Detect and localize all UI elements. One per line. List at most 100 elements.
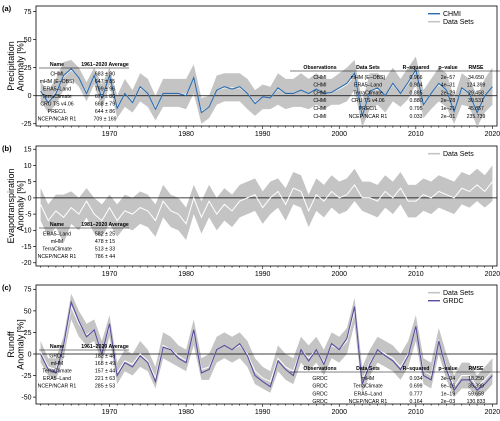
- y-tick-label: -15: [21, 244, 31, 251]
- right-table-cell: GRDC: [312, 399, 328, 405]
- y-tick-label: 50: [24, 308, 32, 315]
- data-sets-mean-line: [40, 181, 493, 225]
- right-table-cell: CHMI: [313, 114, 326, 120]
- left-table-cell: 582 ± 25: [95, 232, 115, 238]
- x-tick-label: 1990: [255, 131, 271, 138]
- left-table-cell: 478 ± 15: [95, 239, 115, 245]
- legend-label: GRDC: [443, 298, 464, 305]
- left-table-cell: ERA5–Land: [43, 232, 71, 238]
- left-table-cell: mHM: [51, 361, 63, 367]
- panel-1: -20 -15 -10 -5 0 5 10 15 1970 1980 1990 2000 2010 202…: [2, 144, 500, 278]
- right-table-cell: CHMI: [313, 90, 326, 96]
- right-table-cell: CHMI: [313, 75, 326, 81]
- left-table-header-0: Name: [50, 222, 64, 228]
- left-table-cell: CHMI: [50, 72, 63, 78]
- y-axis-label-line: Anomaly [%]: [16, 181, 26, 232]
- y-tick-label: -20: [21, 260, 31, 267]
- x-tick-label: 1970: [102, 409, 118, 416]
- x-tick-label: 2020: [485, 409, 500, 416]
- y-tick-label: 15: [24, 147, 32, 154]
- x-tick-label: 2010: [408, 131, 424, 138]
- x-tick-label: 2010: [408, 409, 424, 416]
- left-table-cell: 670 ± 80: [95, 94, 115, 100]
- x-tick-label: 2000: [331, 271, 347, 278]
- right-table-cell: ERA5–Land: [354, 83, 382, 89]
- x-tick-label: 1980: [178, 131, 194, 138]
- right-table-cell: CHMI: [313, 83, 326, 89]
- left-table-cell: mHM: [51, 239, 63, 245]
- left-table-cell: 668 ± 79: [95, 102, 115, 108]
- right-table-cell: 0.904: [410, 83, 423, 89]
- data-sets-band: [40, 293, 493, 398]
- right-table-cell: TerraClimate: [353, 384, 383, 390]
- legend: Data Sets: [428, 151, 474, 158]
- left-table-cell: CRU TS v4.06: [40, 102, 73, 108]
- left-table-cell: 157 ± 44: [95, 369, 115, 375]
- y-tick-label: -25: [21, 121, 31, 128]
- panel-label: (b): [2, 144, 12, 153]
- right-table-header-2: R–squared: [403, 366, 430, 372]
- right-table-cell: 124.399: [467, 83, 486, 89]
- right-table-cell: 0.966: [410, 75, 423, 81]
- right-table-cell: 0.033: [410, 114, 423, 120]
- x-tick-label: 2020: [485, 131, 500, 138]
- left-table-cell: 285 ± 53: [95, 384, 115, 390]
- x-tick-label: 1970: [102, 271, 118, 278]
- right-table-header-3: p–value: [438, 65, 457, 71]
- panel-2: -50 -25 0 25 50 75 1970 1980 1990 2000 2010 2020 (c)…: [2, 283, 500, 416]
- left-table-cell: 799 ± 96: [95, 87, 115, 93]
- data-sets-band: [40, 56, 493, 128]
- right-table-cell: NCEP/NCAR R1: [349, 399, 388, 405]
- y-tick-label: 75: [24, 9, 32, 16]
- left-table-cell: 221 ± 63: [95, 376, 115, 382]
- right-table-cell: NCEP/NCAR R1: [349, 114, 388, 120]
- right-table-cell: 6e–16: [441, 384, 456, 390]
- right-table-cell: 45.857: [468, 106, 484, 112]
- right-table-cell: 0.885: [410, 90, 423, 96]
- right-table-cell: mHM (E–OBS): [351, 75, 386, 81]
- left-table-cell: 683 ± 90: [95, 72, 115, 78]
- left-table-cell: NCEP/NCAR R1: [38, 117, 77, 123]
- panel-label: (c): [2, 283, 12, 292]
- right-table-cell: CHMI: [313, 98, 326, 104]
- data-sets-band: [40, 165, 493, 244]
- right-table-header-4: RMSE: [469, 65, 485, 71]
- right-table-cell: 59.659: [468, 391, 484, 397]
- x-tick-label: 1980: [178, 271, 194, 278]
- panel-b-table: Name 1981–2020 Average ERA5–Land 582 ± 25 mH…: [38, 222, 129, 260]
- y-tick-label: -25: [21, 373, 31, 380]
- right-table-cell: CHMI: [313, 106, 326, 112]
- left-table-header-1: 1981–2020 Average: [81, 222, 129, 228]
- y-tick-label: 50: [24, 37, 32, 44]
- right-table-cell: 1e–21: [441, 106, 456, 112]
- right-table-header-0: Observations: [303, 65, 336, 71]
- y-tick-label: 0: [28, 93, 32, 100]
- right-table-cell: TerraClimate: [353, 90, 383, 96]
- right-table-cell: 0.164: [410, 399, 423, 405]
- right-table-cell: 29.458: [468, 90, 484, 96]
- left-table-cell: mHM (E–OBS): [40, 79, 75, 85]
- right-table-cell: mHM: [362, 376, 374, 382]
- x-tick-label: 2000: [331, 131, 347, 138]
- right-table-cell: 0.934: [410, 376, 423, 382]
- y-tick-label: 25: [24, 330, 32, 337]
- left-table-cell: ERA5–Land: [43, 87, 71, 93]
- y-tick-label: -50: [21, 395, 31, 402]
- left-table-cell: PREC/L: [48, 109, 67, 115]
- y-tick-label: -10: [21, 228, 31, 235]
- right-table-cell: 35.399: [468, 384, 484, 390]
- right-table-cell: GRDC: [312, 391, 328, 397]
- observed-series-line: [40, 300, 493, 392]
- right-table-cell: 2e–57: [441, 75, 456, 81]
- x-tick-label: 1990: [255, 409, 271, 416]
- left-table-cell: 709 ± 169: [93, 117, 116, 123]
- left-table-header-0: Name: [50, 344, 64, 350]
- left-table-cell: TerraClimate: [42, 94, 72, 100]
- right-table-cell: 2e–28: [441, 98, 456, 104]
- right-table-cell: 235.739: [467, 114, 486, 120]
- right-table-cell: 0.777: [410, 391, 423, 397]
- left-table-cell: GRDC: [49, 354, 65, 360]
- left-table-cell: TerraClimate: [42, 369, 72, 375]
- y-axis-label: PrecipitationAnomaly [%]: [6, 41, 26, 92]
